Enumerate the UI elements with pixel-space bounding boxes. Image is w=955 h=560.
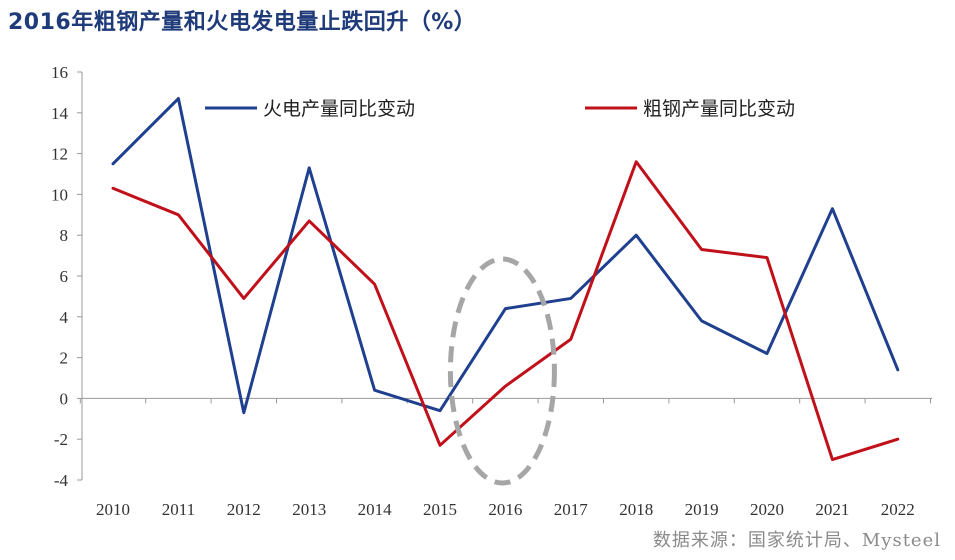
y-tick-label: 8 [60,226,69,245]
dashed-ellipse-highlight [447,256,557,486]
legend: 火电产量同比变动 粗钢产量同比变动 [205,98,795,120]
x-tick-label: 2010 [96,500,130,519]
x-tick-labels: 2010 2011 2012 2013 2014 2015 2016 2017 2018 2019… [96,500,915,519]
y-tick-label: -2 [54,430,68,449]
legend-label-2: 粗钢产量同比变动 [643,98,795,120]
series-lines [111,97,900,462]
x-tick-label: 2017 [554,500,589,519]
y-tick-label: 12 [51,145,68,164]
annotation [447,256,557,486]
x-tick-label: 2016 [488,500,522,519]
x-tick-label: 2020 [750,500,784,519]
y-tick-label: 0 [60,389,69,408]
x-tick-label: 2014 [358,500,393,519]
y-tick-labels: -4 -2 0 2 4 6 8 10 12 14 16 [51,63,69,490]
x-tick-label: 2013 [292,500,326,519]
y-tick-label: 4 [60,308,69,327]
series-line-1 [111,97,900,415]
y-tick-label: 14 [51,104,69,123]
legend-label-1: 火电产量同比变动 [263,98,415,120]
x-tick-label: 2015 [423,500,457,519]
x-tick-label: 2021 [815,500,849,519]
x-tick-label: 2011 [162,500,195,519]
x-tick-label: 2012 [227,500,261,519]
y-tick-label: -4 [54,471,69,490]
source-note: 数据来源：国家统计局、Mysteel [652,530,941,551]
y-tick-label: 16 [51,63,68,82]
x-tick-label: 2019 [685,500,719,519]
y-tick-label: 10 [51,185,68,204]
y-tick-label: 2 [60,349,69,368]
x-tick-label: 2018 [619,500,653,519]
x-tick-label: 2022 [881,500,915,519]
series-line-2 [111,160,900,462]
axes [77,71,932,481]
chart-title: 2016年粗钢产量和火电发电量止跌回升（%） [8,10,477,35]
y-tick-label: 6 [60,267,69,286]
